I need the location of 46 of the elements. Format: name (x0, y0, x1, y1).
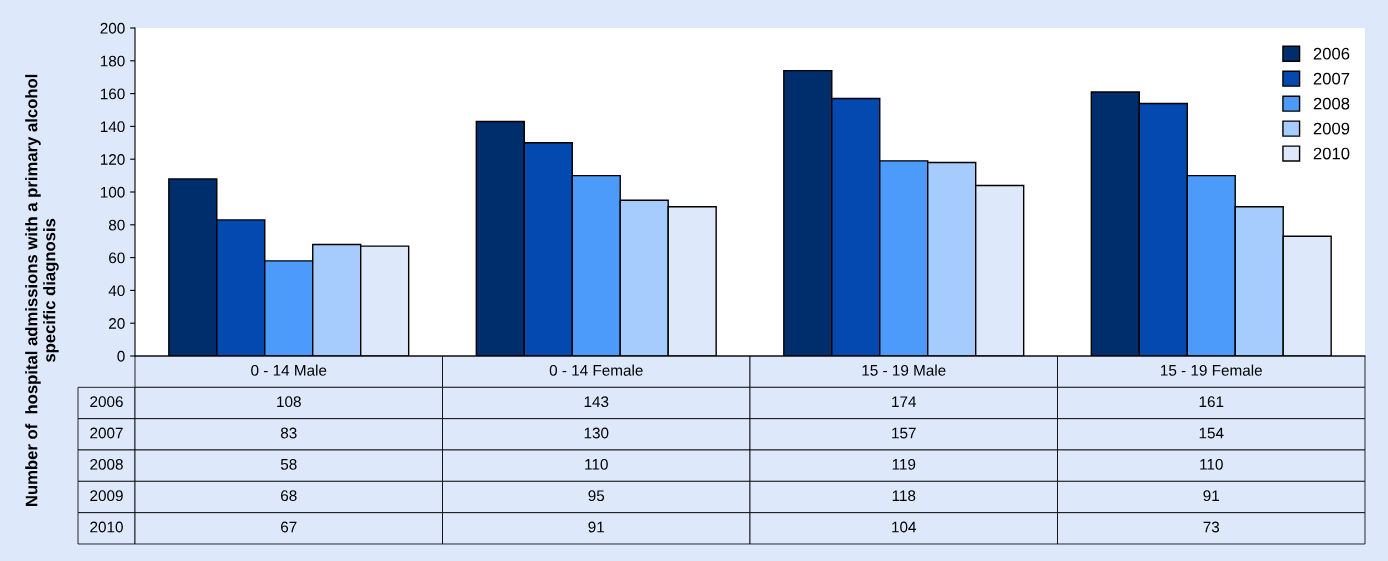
y-axis-title: Number of hospital admissions with a primary alcohol specific diagnosis (25, 74, 59, 506)
data-label: 161 (1199, 396, 1224, 408)
data-label: 91 (588, 521, 604, 533)
y-tick-label: 160 (100, 88, 125, 100)
y-tick-label: 80 (108, 219, 125, 231)
data-label: 104 (892, 521, 917, 533)
text: 2006 (90, 396, 123, 408)
data-label: 67 (281, 521, 297, 533)
y-tick-label: 40 (108, 285, 125, 297)
data-label: 108 (277, 396, 301, 408)
y-tick-label: 180 (100, 55, 125, 67)
data-label: 110 (1200, 458, 1223, 470)
y-tick-label: 120 (100, 154, 125, 165)
text: 2010 (90, 521, 123, 533)
data-label: 119 (892, 458, 916, 470)
data-label: 83 (280, 427, 297, 439)
data-label: 110 (585, 458, 608, 470)
data-label: 154 (1199, 427, 1224, 439)
text: 2007 (90, 427, 123, 439)
data-label: 73 (1203, 521, 1220, 533)
legend-label: 2007 (1313, 72, 1350, 85)
data-label: 130 (584, 427, 609, 439)
data-label: 157 (892, 427, 916, 439)
data-label: 174 (892, 396, 917, 407)
data-label: 118 (892, 490, 916, 502)
x-tick-label: 0 - 14 Female (549, 364, 643, 376)
data-label: 95 (588, 490, 605, 502)
data-label: 91 (1203, 490, 1219, 502)
data-label: 143 (584, 396, 609, 408)
x-tick-label: 15 - 19 Female (1161, 364, 1262, 376)
y-tick-label: 140 (100, 121, 125, 133)
legend-label: 2006 (1313, 47, 1350, 60)
legend-label: 2008 (1313, 97, 1350, 110)
y-tick-label: 200 (100, 22, 125, 34)
text: 2009 (90, 490, 123, 502)
x-tick-label: 15 - 19 Male (862, 364, 946, 376)
y-tick-label: 0 (117, 350, 125, 362)
y-tick-label: 20 (109, 318, 125, 329)
data-label: 68 (281, 490, 297, 502)
legend-label: 2009 (1313, 122, 1350, 135)
y-tick-label: 60 (109, 252, 125, 264)
text: 2008 (90, 458, 123, 470)
legend-label: 2010 (1313, 147, 1350, 160)
y-tick-label: 100 (100, 186, 125, 198)
x-tick-label: 0 - 14 Male (251, 364, 327, 376)
data-label: 58 (280, 458, 297, 470)
